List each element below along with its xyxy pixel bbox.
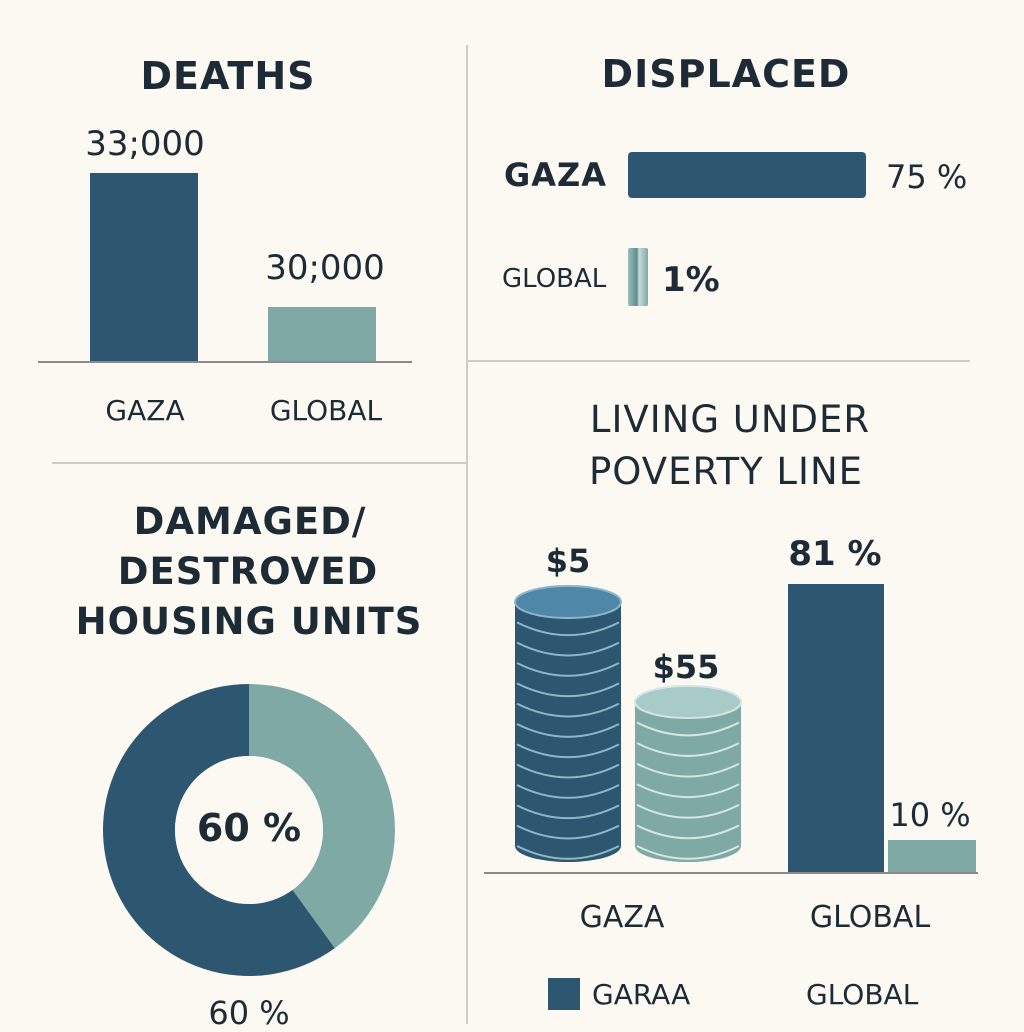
poverty-global-bar bbox=[888, 840, 976, 872]
housing-donut-chart bbox=[102, 684, 395, 976]
poverty-global-stack-label: $55 bbox=[652, 648, 720, 686]
coin-edge bbox=[516, 845, 620, 860]
displaced-gaza-value-label: 75 % bbox=[886, 158, 968, 196]
poverty-title-line-2: POVERTY LINE bbox=[588, 450, 864, 493]
poverty-gaza-bar-label: 81 % bbox=[788, 534, 882, 574]
displaced-global-bar bbox=[628, 248, 648, 306]
coin-edge bbox=[636, 783, 740, 798]
housing-title-line-1: DAMAGED/ bbox=[133, 500, 367, 543]
housing-title-line-3: HOUSING UNITS bbox=[75, 600, 423, 643]
coin-stack-top bbox=[514, 585, 622, 619]
poverty-gaza-coin-stack bbox=[514, 585, 622, 862]
divider-right bbox=[468, 360, 970, 362]
deaths-title: DEATHS bbox=[140, 54, 316, 98]
coin-edge bbox=[636, 824, 740, 840]
housing-bottom-label: 60 % bbox=[208, 994, 290, 1032]
coin-stack-base bbox=[635, 830, 741, 862]
deaths-category-global: GLOBAL bbox=[269, 394, 383, 427]
legend-label-global: GLOBAL bbox=[806, 978, 919, 1011]
poverty-gaza-bar bbox=[788, 584, 884, 872]
coin-edge bbox=[516, 702, 620, 718]
poverty-title-line-1: LIVING UNDER bbox=[589, 398, 871, 441]
coin-stack-body bbox=[635, 702, 741, 846]
poverty-category-global: GLOBAL bbox=[809, 900, 931, 935]
coin-edge bbox=[516, 804, 620, 820]
coin-edge bbox=[636, 742, 740, 757]
coin-edge bbox=[636, 845, 740, 860]
displaced-category-gaza: GAZA bbox=[504, 156, 607, 194]
coin-edge bbox=[636, 762, 740, 778]
coin-edge bbox=[516, 784, 620, 799]
housing-center-label: 60 % bbox=[196, 806, 302, 850]
deaths-baseline bbox=[38, 361, 412, 363]
divider-left bbox=[52, 462, 466, 464]
poverty-global-coin-stack bbox=[634, 685, 742, 862]
vertical-divider bbox=[466, 45, 468, 1024]
displaced-gaza-bar bbox=[628, 152, 866, 198]
coin-edge bbox=[516, 743, 620, 759]
housing-title-line-2: DESTROVED bbox=[117, 550, 379, 593]
displaced-category-global: GLOBAL bbox=[502, 264, 607, 294]
displaced-title: DISPLACED bbox=[601, 52, 851, 96]
deaths-gaza-value-label: 33;000 bbox=[85, 124, 205, 164]
legend-label-gaza: GARAA bbox=[592, 978, 691, 1011]
displaced-global-value-label: 1% bbox=[662, 260, 720, 300]
coin-edge bbox=[516, 662, 620, 677]
coin-edge bbox=[516, 763, 620, 779]
coin-edge bbox=[636, 721, 740, 737]
deaths-global-bar bbox=[268, 307, 376, 361]
deaths-category-gaza: GAZA bbox=[105, 394, 185, 427]
deaths-gaza-bar bbox=[90, 173, 198, 361]
coin-edge bbox=[636, 803, 740, 819]
coin-stack-body bbox=[515, 602, 621, 846]
coin-edge bbox=[516, 824, 620, 840]
poverty-baseline bbox=[484, 872, 978, 874]
donut-segment-other bbox=[249, 684, 395, 949]
deaths-global-value-label: 30;000 bbox=[265, 248, 385, 288]
legend-swatch-dark bbox=[548, 978, 580, 1010]
coin-edge bbox=[516, 682, 620, 698]
coin-stack-base bbox=[515, 830, 621, 862]
coin-edge bbox=[516, 641, 620, 657]
coin-edge bbox=[516, 723, 620, 738]
donut-hole bbox=[175, 756, 323, 904]
poverty-category-gaza: GAZA bbox=[579, 900, 665, 935]
coin-edge bbox=[516, 621, 620, 637]
poverty-global-bar-label: 10 % bbox=[889, 796, 971, 834]
donut-segment-damaged bbox=[102, 684, 335, 976]
coin-stack-top bbox=[634, 685, 742, 719]
poverty-gaza-stack-label: $5 bbox=[545, 542, 591, 580]
